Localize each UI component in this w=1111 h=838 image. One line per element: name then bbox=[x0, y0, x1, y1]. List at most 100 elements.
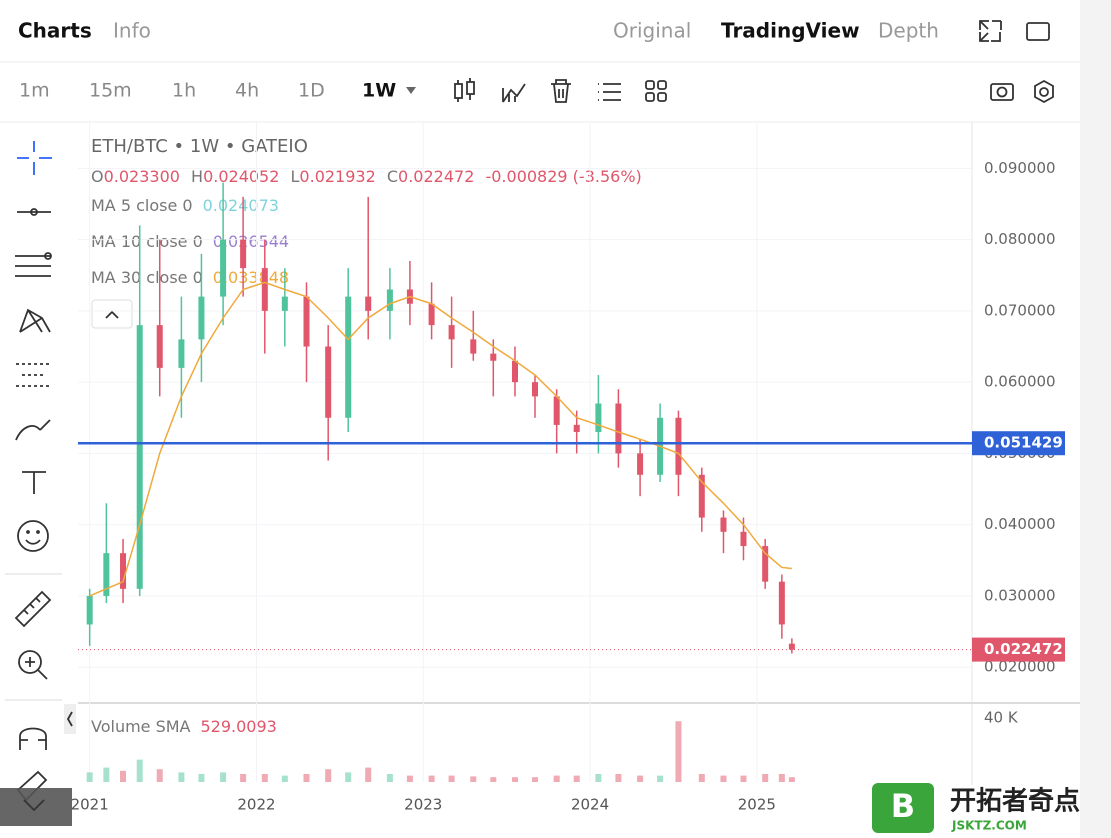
volume-bar bbox=[156, 769, 163, 782]
collapse-legend[interactable] bbox=[91, 299, 133, 329]
volume-bar bbox=[86, 772, 93, 782]
collapse-legend-arrow[interactable] bbox=[105, 310, 119, 319]
volume-bar bbox=[303, 774, 310, 782]
ohlc-key: O bbox=[91, 167, 104, 186]
candle-body bbox=[365, 296, 372, 311]
candle-body bbox=[220, 239, 227, 297]
ohlc-value: 0.023300 bbox=[104, 167, 180, 186]
volume-bar bbox=[345, 772, 352, 782]
interval[interactable]: 4h bbox=[235, 80, 259, 102]
candle-body bbox=[240, 239, 247, 269]
ma-legend: MA 10 close 0 0.026544 bbox=[91, 232, 289, 251]
candle-body bbox=[740, 531, 747, 547]
candle-body bbox=[698, 474, 705, 518]
volume-bar bbox=[740, 775, 747, 782]
ohlc-key: C bbox=[387, 167, 398, 186]
candle-body bbox=[345, 296, 352, 418]
ma-legend: MA 30 close 0 0.033848 bbox=[91, 268, 289, 287]
ma-label: MA 30 close 0 bbox=[91, 268, 203, 287]
ma-legend: MA 5 close 0 0.024073 bbox=[91, 196, 279, 215]
y-tick-label: 0.030000 bbox=[984, 586, 1056, 604]
volume-bar bbox=[365, 767, 372, 782]
candle-body bbox=[788, 643, 795, 650]
volume-bar bbox=[448, 775, 455, 782]
candle-body bbox=[470, 339, 477, 354]
candle-body bbox=[490, 353, 497, 361]
toolbar-icons[interactable] bbox=[454, 78, 667, 103]
candle-body bbox=[86, 595, 93, 625]
volume-sma: 529.0093 bbox=[201, 717, 277, 736]
volume-bar bbox=[240, 774, 247, 782]
candle-body bbox=[178, 339, 185, 368]
ohlc-value: 0.024052 bbox=[203, 167, 279, 186]
tab[interactable]: Info bbox=[113, 19, 151, 43]
volume-bar bbox=[788, 777, 795, 782]
candle-body bbox=[156, 325, 163, 368]
volume-bar bbox=[573, 775, 580, 782]
interval[interactable]: 15m bbox=[89, 80, 132, 102]
volume-bar bbox=[261, 774, 268, 782]
candle-body bbox=[198, 296, 205, 340]
y-tick-label: 0.020000 bbox=[984, 658, 1056, 676]
volume-bar bbox=[762, 774, 769, 782]
drawing-tools[interactable] bbox=[14, 141, 52, 802]
interval[interactable]: 1h bbox=[172, 80, 196, 102]
volume-bar bbox=[553, 775, 560, 782]
volume-bar bbox=[470, 776, 477, 782]
candle-body bbox=[595, 403, 602, 433]
ohlc-key: H bbox=[191, 167, 203, 186]
scroll-arrow[interactable] bbox=[23, 799, 45, 812]
x-tick-label: 2022 bbox=[237, 796, 275, 814]
plot: 0.0200000.0300000.0400000.0500000.060000… bbox=[71, 122, 1065, 814]
watermark-url: JSKTZ.COM bbox=[951, 819, 1027, 833]
volume-bar bbox=[103, 767, 110, 782]
volume-bar bbox=[136, 759, 143, 782]
y-tick-label: 0.070000 bbox=[984, 301, 1056, 319]
view-tab[interactable]: Depth bbox=[878, 19, 939, 43]
volume-tick-label: 40 K bbox=[984, 709, 1019, 727]
fullscreen-icon[interactable] bbox=[979, 20, 1002, 42]
x-tick-label: 2023 bbox=[404, 796, 442, 814]
tab[interactable]: Charts bbox=[18, 19, 92, 43]
candle-body bbox=[573, 424, 580, 433]
window-icon[interactable] bbox=[1026, 22, 1050, 41]
candle-body bbox=[778, 581, 785, 625]
collapse-arrow[interactable] bbox=[66, 711, 73, 727]
volume-bar bbox=[595, 774, 602, 782]
candle-body bbox=[303, 296, 310, 347]
ma-value: 0.024073 bbox=[203, 196, 279, 215]
dropdown-arrow[interactable] bbox=[406, 87, 416, 94]
interval[interactable]: 1m bbox=[19, 80, 50, 102]
volume-bar bbox=[532, 777, 539, 782]
volume-bar bbox=[428, 775, 435, 782]
volume-bar bbox=[615, 774, 622, 782]
volume-bar bbox=[778, 774, 785, 782]
candle-body bbox=[281, 296, 288, 311]
volume-bar bbox=[406, 775, 413, 782]
volume-bar bbox=[281, 775, 288, 782]
interval[interactable]: 1D bbox=[298, 80, 325, 102]
interval[interactable]: 1W bbox=[362, 80, 396, 102]
x-tick-label: 2025 bbox=[738, 796, 776, 814]
candle-body bbox=[136, 325, 143, 589]
watermark-logo bbox=[872, 783, 934, 833]
view-tab[interactable]: TradingView bbox=[721, 19, 860, 43]
volume-label: Volume SMA bbox=[91, 717, 191, 736]
candle-body bbox=[720, 517, 727, 532]
candle-body bbox=[325, 346, 332, 418]
scrollbar bbox=[1080, 0, 1111, 838]
candle-body bbox=[511, 360, 518, 383]
collapse-tab[interactable] bbox=[64, 704, 76, 734]
volume-bar bbox=[386, 774, 393, 782]
watermark-logo-text: B bbox=[891, 787, 915, 825]
ohlc-value: 0.022472 bbox=[398, 167, 474, 186]
view-tab[interactable]: Original bbox=[613, 19, 691, 43]
candle-body bbox=[386, 289, 393, 311]
y-tick-label: 0.080000 bbox=[984, 230, 1056, 248]
x-tick-label: 2024 bbox=[571, 796, 609, 814]
watermark-name: 开拓者奇点 bbox=[950, 786, 1080, 817]
volume-bar bbox=[490, 777, 497, 782]
toolbar-right-icons[interactable] bbox=[990, 79, 1054, 104]
volume-bar bbox=[120, 770, 127, 782]
